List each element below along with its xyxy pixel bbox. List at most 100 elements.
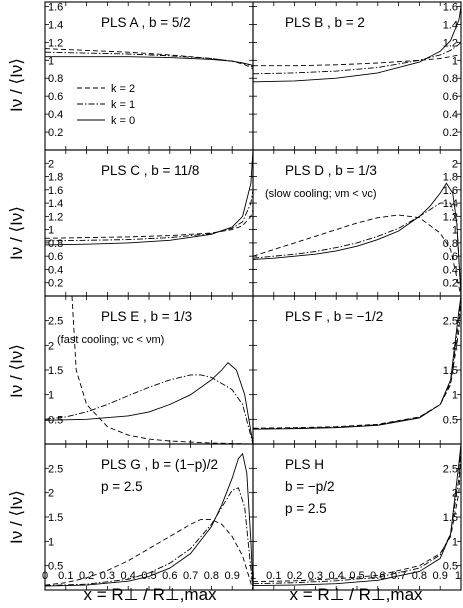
series-k1 [45, 487, 253, 590]
panel-note: p = 2.5 [101, 479, 143, 494]
y-tick-label: 2.5 [443, 316, 458, 328]
x-tick-label: 0.4 [329, 570, 344, 582]
y-tick-label: 2 [48, 340, 54, 352]
panel-1: 0.2 0.4 0.6 0.8 1 1.2 1.4 1.6 PLS A , b = 5/2 k =… [44, 1, 254, 151]
y-tick-label: 0.6 [48, 251, 63, 263]
x-tick-label: 0.7 [391, 570, 406, 582]
y-tick-label: 0.8 [443, 238, 458, 250]
y-tick-label: 1 [452, 55, 458, 67]
y-tick-label: 1.2 [48, 211, 63, 223]
panel-7: 0.5 1 1.5 2 2.5 PLS G , b = (1−p)/2 p = 2.5 [44, 443, 254, 591]
y-tick-label: 0.2 [48, 278, 63, 290]
y-tick-label: 1.6 [48, 185, 63, 197]
x-tick-labels: 0 0.1 0.2 0.3 0.4 0.5 0.6 0.7 0.8 0.9 1 0.1 0.2 0.3 0.… [42, 570, 461, 582]
series-k1 [45, 51, 253, 68]
y-tick-label: 1 [48, 55, 54, 67]
y-tick-label: 1.2 [443, 37, 458, 49]
y-tick-label: 0.4 [48, 109, 63, 121]
y-tick-label: 1.6 [48, 1, 63, 13]
y-tick-label: 1.5 [443, 365, 458, 377]
y-tick-label: 0.4 [48, 264, 63, 276]
panel-label: PLS F , b = −1/2 [285, 309, 383, 324]
x-tick-label: 0.2 [287, 570, 302, 582]
y-tick-label: 2 [48, 158, 54, 170]
x-tick-label: 0.1 [266, 570, 281, 582]
x-axis-label-right: x = R⊥ / R⊥,max [289, 585, 423, 604]
x-tick-label: 0.6 [162, 570, 177, 582]
x-tick-label: 0.8 [412, 570, 427, 582]
y-axis-label-3: Iν / ⟨Iν⟩ [7, 344, 26, 398]
panel-label: PLS B , b = 2 [285, 15, 365, 30]
x-tick-label: 0.9 [225, 570, 240, 582]
panel-label: PLS E , b = 1/3 [101, 309, 192, 324]
y-tick-label: 1.5 [48, 365, 63, 377]
x-tick-label: 0.4 [121, 570, 136, 582]
series-k1 [253, 444, 461, 585]
x-tick-label: 0.5 [141, 570, 156, 582]
y-tick-label: 0.5 [48, 561, 63, 573]
series-k0 [45, 361, 253, 444]
y-tick-label: 0.8 [48, 238, 63, 250]
panel-label: PLS G , b = (1−p)/2 [101, 457, 218, 472]
series-k0 [253, 6, 461, 83]
panel-5: 0.511.522.5 PLS E , b = 1/3(fast cooling;… [44, 295, 254, 445]
y-tick-label: 1.8 [48, 172, 63, 184]
x-axis-label-left: x = R⊥ / R⊥,max [83, 585, 217, 604]
series-k0 [45, 452, 253, 590]
y-tick-label: 1 [48, 390, 54, 402]
series-k0 [45, 150, 253, 246]
y-tick-label: 0.6 [48, 91, 63, 103]
y-tick-label: 1.5 [443, 512, 458, 524]
series-k1 [45, 374, 253, 444]
panel-label: PLS C , b = 11/8 [101, 163, 199, 178]
panel-note: (fast cooling; νc < νm) [57, 334, 164, 346]
panel-label: PLS H [285, 457, 324, 472]
panel-note-2: p = 2.5 [285, 501, 327, 516]
x-tick-label: 0.8 [204, 570, 219, 582]
y-tick-label: 1 [48, 536, 54, 548]
series-k1 [253, 42, 461, 75]
y-axis-label-2: Iν / ⟨Iν⟩ [7, 206, 26, 260]
legend: k = 2 k = 1 k = 0 [77, 83, 135, 127]
series-k0 [45, 56, 253, 67]
x-tick-label: 0.1 [58, 570, 73, 582]
x-tick-label: 0.5 [349, 570, 364, 582]
series-k0 [253, 296, 461, 430]
y-tick-label: 1.4 [48, 19, 63, 31]
y-tick-label: 2.5 [443, 463, 458, 475]
y-tick-label: 0.6 [443, 251, 458, 263]
x-tick-label: 0.3 [308, 570, 323, 582]
series-k0 [253, 444, 461, 587]
series-k2 [71, 296, 253, 444]
x-tick-label: 0 [42, 570, 48, 582]
y-tick-label: 0.5 [443, 414, 458, 426]
series-k1 [253, 296, 461, 430]
panel-label: PLS D , b = 1/3 [285, 163, 377, 178]
y-axis-label-4: Iν / ⟨Iν⟩ [7, 490, 26, 544]
y-tick-label: 1 [452, 390, 458, 402]
y-tick-label: 1.2 [48, 37, 63, 49]
legend-label: k = 2 [111, 83, 135, 95]
y-tick-label: 2.5 [48, 316, 63, 328]
y-tick-label: 0.6 [443, 91, 458, 103]
x-tick-label: 0.3 [100, 570, 115, 582]
y-tick-label: 2 [452, 158, 458, 170]
y-tick-label: 0.2 [443, 127, 458, 139]
x-tick-label: 1 [250, 570, 256, 582]
y-tick-label: 2.5 [48, 463, 63, 475]
panel-3: 0.2 0.40.60.81 1.21.41.61.8 2 PLS C , b = 11… [44, 149, 254, 297]
series-k2 [45, 209, 253, 239]
y-tick-label: 1.4 [443, 198, 458, 210]
y-tick-label: 2 [48, 488, 54, 500]
y-tick-label: 0.4 [443, 264, 458, 276]
panel-label: PLS A , b = 5/2 [101, 15, 191, 30]
series-k1 [253, 202, 461, 296]
y-tick-label: 1.5 [48, 512, 63, 524]
x-tick-label: 0.7 [183, 570, 198, 582]
x-tick-label: 0.2 [79, 570, 94, 582]
y-tick-label: 0.2 [443, 278, 458, 290]
